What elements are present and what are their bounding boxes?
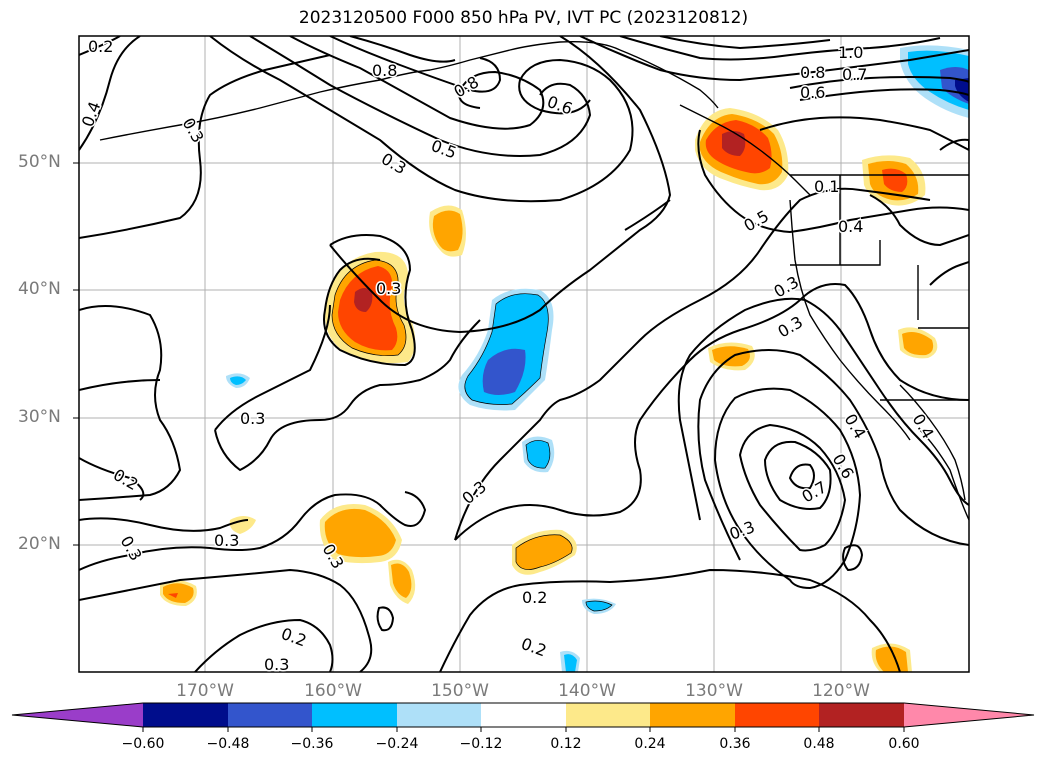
pv-contours (79, 36, 969, 672)
colorbar-segment (397, 703, 481, 727)
colorbar-label: 0.60 (888, 736, 920, 752)
lat-ticks (73, 162, 79, 546)
colorbar-label: −0.12 (459, 736, 503, 752)
colorbar-label: −0.36 (290, 736, 334, 752)
colorbar-label: 0.12 (550, 736, 582, 752)
baja (899, 384, 966, 501)
colorbar-label: −0.48 (206, 736, 250, 752)
colorbar-label: 0.36 (719, 736, 751, 752)
alaska-coast (99, 40, 719, 141)
colorbar-segment (650, 703, 735, 727)
colorbar-ticks (142, 727, 905, 732)
colorbar-extend-high (904, 703, 1034, 727)
contour-label: 0.8 (800, 63, 825, 82)
lon-label-160w: 160°W (304, 681, 362, 701)
contour-label: 1.0 (838, 43, 863, 62)
lat-label-20n: 20°N (18, 534, 61, 554)
contour-label: 0.1 (814, 177, 839, 196)
contour-label: 0.7 (842, 65, 867, 84)
pv-contour-0.3-center (329, 36, 672, 334)
colorbar-segment (819, 703, 904, 727)
lat-label-50n: 50°N (18, 152, 61, 172)
lon-label-140w: 140°W (558, 681, 616, 701)
mexico-coast (919, 429, 969, 521)
pv-contour-0.3-lower (79, 305, 182, 501)
colorbar-extend-low (12, 703, 143, 727)
pv-contour-0.3-big-west (79, 54, 331, 239)
pv-contour-0.8-north (579, 36, 969, 82)
contour-label: 0.3 (214, 531, 239, 550)
colorbar-label: 0.24 (634, 736, 666, 752)
colorbar-segment (228, 703, 312, 727)
colorbar-segment (735, 703, 819, 727)
lon-label-150w: 150°W (431, 681, 489, 701)
contour-label: 0.3 (264, 655, 289, 674)
contour-label: 0.2 (88, 37, 113, 56)
lon-label-130w: 130°W (685, 681, 743, 701)
colorbar-segment (566, 703, 650, 727)
ivt-filled-regions (160, 45, 969, 672)
state-border-1 (790, 240, 881, 266)
pv-contour-0.2-nw (79, 36, 121, 56)
contour-label: 0.4 (838, 217, 863, 236)
lon-label-170w: 170°W (176, 681, 234, 701)
coastlines (99, 40, 969, 521)
map-title: 2023120500 F000 850 hPa PV, IVT PC (2023… (298, 8, 749, 28)
contour-label: 0.3 (240, 409, 265, 428)
contour-label: 0.3 (376, 279, 401, 298)
pv-contour-0.4-nw (79, 36, 141, 151)
map-frame (78, 35, 970, 673)
colorbar-segment (481, 703, 566, 727)
lat-label-30n: 30°N (18, 407, 61, 427)
colorbar-label: 0.48 (803, 736, 835, 752)
positive-anomaly-21n-small (229, 516, 256, 534)
bc-coast (679, 104, 811, 196)
colorbar-segment (312, 703, 397, 727)
colorbar-label: −0.60 (121, 736, 165, 752)
contour-label: 0.6 (800, 83, 825, 102)
pv-contour-east-0.3 (677, 297, 969, 521)
lon-label-120w: 120°W (812, 681, 870, 701)
contour-label: 0.8 (372, 61, 397, 80)
colorbar-label: −0.24 (375, 736, 419, 752)
lat-label-40n: 40°N (18, 279, 61, 299)
colorbar-segments (11, 702, 1035, 728)
us-west-coast (789, 199, 911, 441)
contour-label: 0.2 (522, 588, 547, 607)
colorbar-segment (143, 703, 228, 727)
